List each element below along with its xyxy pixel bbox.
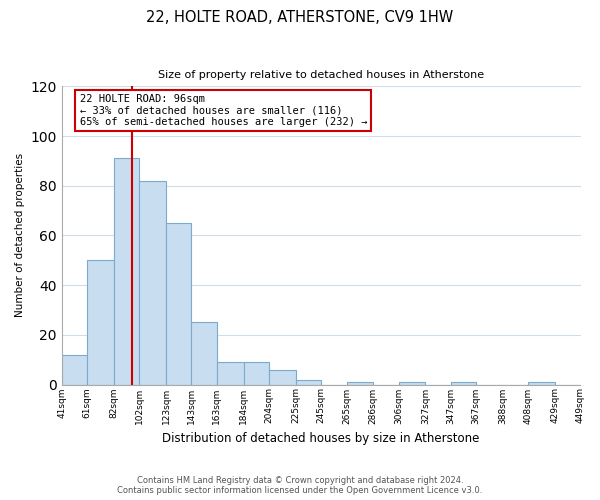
Bar	[62, 354, 87, 384]
X-axis label: Distribution of detached houses by size in Atherstone: Distribution of detached houses by size …	[163, 432, 480, 445]
Bar	[191, 322, 217, 384]
Y-axis label: Number of detached properties: Number of detached properties	[15, 154, 25, 318]
Bar	[398, 382, 425, 384]
Bar	[87, 260, 114, 384]
Bar	[451, 382, 476, 384]
Bar	[139, 181, 166, 384]
Bar	[244, 362, 269, 384]
Bar	[217, 362, 244, 384]
Bar	[529, 382, 555, 384]
Bar	[269, 370, 296, 384]
Text: 22, HOLTE ROAD, ATHERSTONE, CV9 1HW: 22, HOLTE ROAD, ATHERSTONE, CV9 1HW	[146, 10, 454, 25]
Text: 22 HOLTE ROAD: 96sqm
← 33% of detached houses are smaller (116)
65% of semi-deta: 22 HOLTE ROAD: 96sqm ← 33% of detached h…	[80, 94, 367, 127]
Bar	[114, 158, 139, 384]
Bar	[347, 382, 373, 384]
Text: Contains HM Land Registry data © Crown copyright and database right 2024.
Contai: Contains HM Land Registry data © Crown c…	[118, 476, 482, 495]
Title: Size of property relative to detached houses in Atherstone: Size of property relative to detached ho…	[158, 70, 484, 80]
Bar	[296, 380, 321, 384]
Bar	[166, 223, 191, 384]
